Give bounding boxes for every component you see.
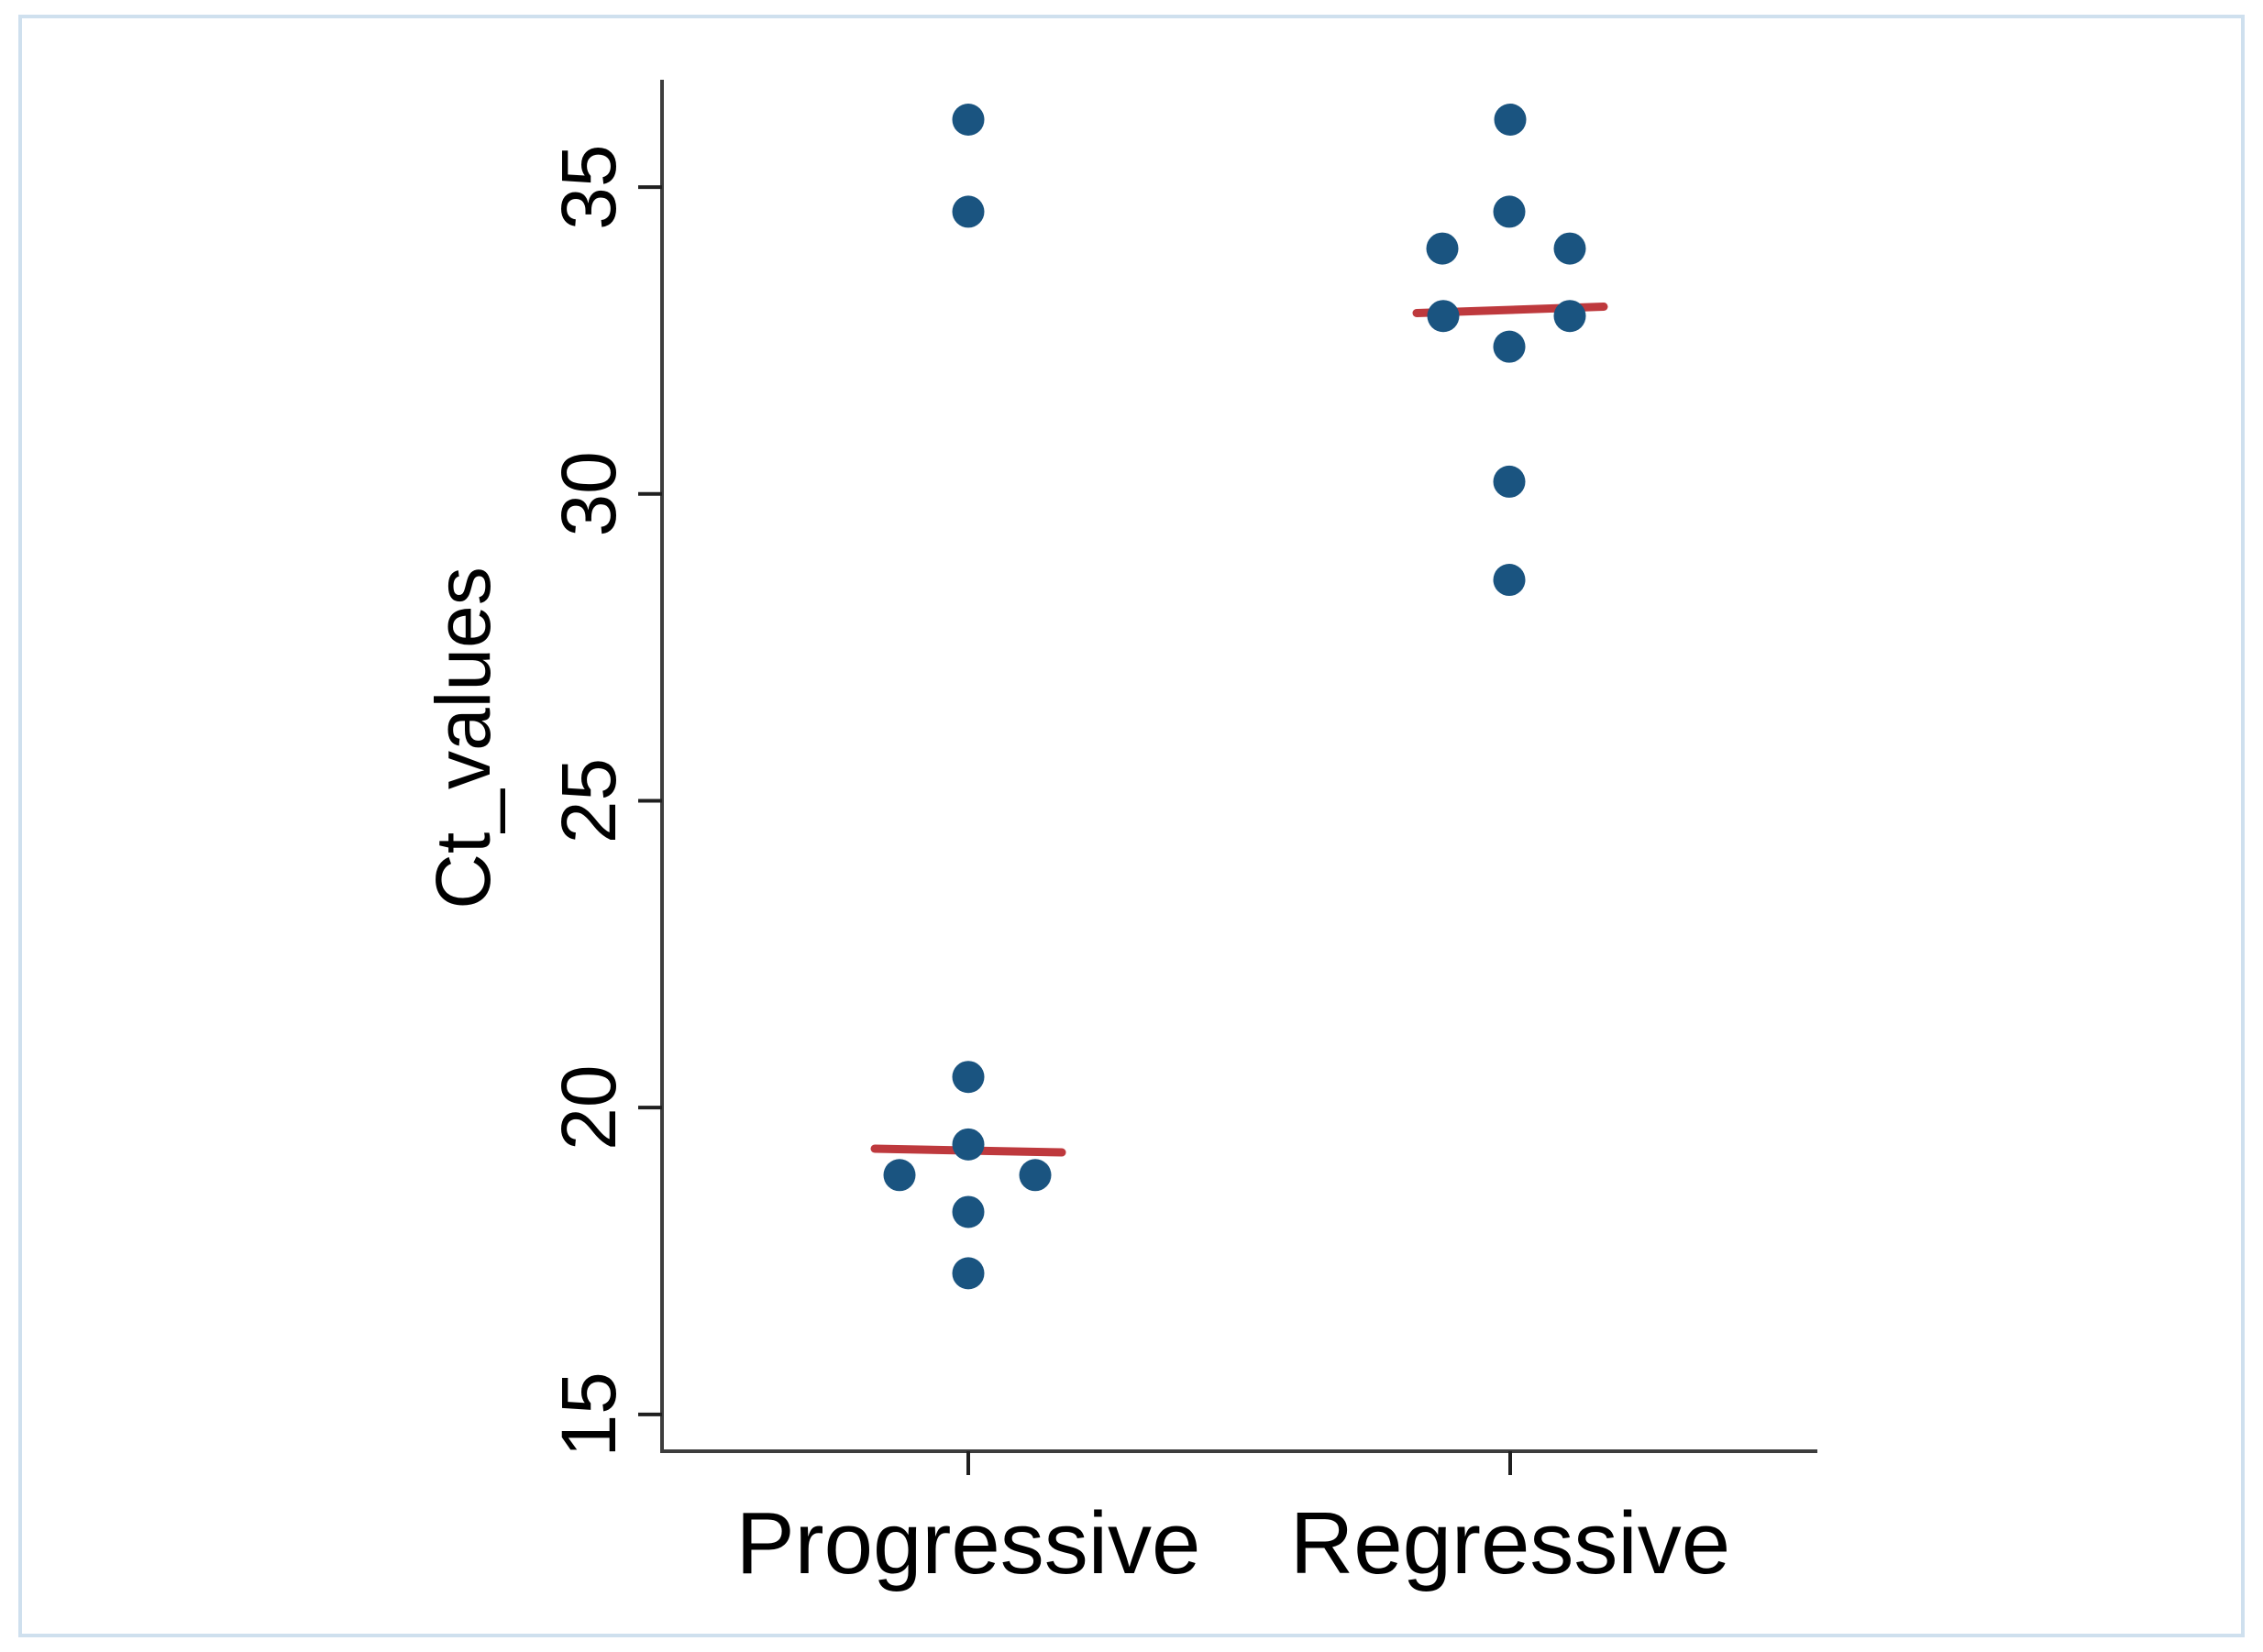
data-dot-regressive bbox=[1426, 232, 1459, 265]
data-dot-progressive bbox=[952, 104, 985, 137]
data-dot-progressive bbox=[952, 1128, 985, 1161]
data-dot-regressive bbox=[1493, 195, 1526, 228]
data-dot-regressive bbox=[1493, 465, 1526, 498]
data-dot-progressive bbox=[952, 1061, 985, 1094]
data-dot-regressive bbox=[1494, 104, 1527, 137]
category-label: Progressive bbox=[736, 1494, 1201, 1592]
data-dot-regressive bbox=[1427, 300, 1460, 333]
data-dot-progressive bbox=[952, 195, 985, 228]
data-dot-regressive bbox=[1493, 564, 1526, 597]
y-tick-label: 15 bbox=[546, 1371, 632, 1457]
data-dot-progressive bbox=[952, 1195, 985, 1228]
y-axis-title: Ct_values bbox=[420, 567, 506, 909]
category-label: Regressive bbox=[1290, 1494, 1730, 1592]
data-dot-regressive bbox=[1493, 330, 1526, 363]
data-dot-progressive bbox=[883, 1159, 916, 1192]
data-dot-regressive bbox=[1553, 232, 1586, 265]
data-dot-progressive bbox=[1019, 1159, 1052, 1192]
y-tick-label: 30 bbox=[546, 451, 632, 536]
data-dot-regressive bbox=[1553, 300, 1586, 333]
y-tick-label: 35 bbox=[546, 144, 632, 229]
y-tick-label: 20 bbox=[546, 1064, 632, 1150]
data-dot-progressive bbox=[952, 1257, 985, 1290]
y-tick-label: 25 bbox=[546, 758, 632, 843]
